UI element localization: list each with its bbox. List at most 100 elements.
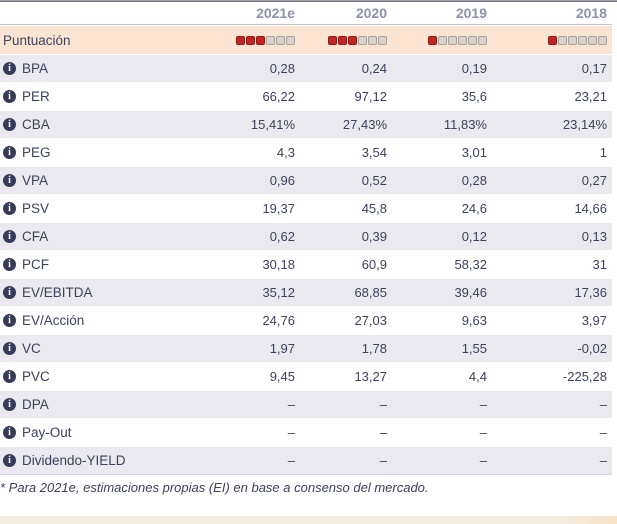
row-value: – xyxy=(379,425,387,440)
rating-square-filled xyxy=(428,35,437,45)
row-value: 31 xyxy=(592,257,607,272)
info-icon[interactable]: i xyxy=(3,454,16,467)
table-row: i PSV 19,37 45,8 24,6 14,66 xyxy=(0,195,612,222)
info-icon[interactable]: i xyxy=(3,62,16,75)
row-label-cell: i Dividendo-YIELD xyxy=(0,453,203,468)
row-value: 35,6 xyxy=(461,89,487,104)
row-value: 4,3 xyxy=(276,145,295,160)
row-value: 0,52 xyxy=(361,173,387,188)
row-label: EV/EBITDA xyxy=(22,285,93,300)
row-label-cell: i PVC xyxy=(0,369,203,384)
rating-square-filled xyxy=(328,35,337,45)
table-row: i DPA – – – – xyxy=(0,391,612,418)
column-header-2019: 2019 xyxy=(455,5,487,21)
row-label-cell: i DPA xyxy=(0,397,203,412)
rating-square-empty xyxy=(368,35,377,45)
row-value: – xyxy=(379,453,387,468)
rating-square-empty xyxy=(266,35,275,45)
info-icon[interactable]: i xyxy=(3,286,16,299)
info-icon[interactable]: i xyxy=(3,398,16,411)
row-label-cell: i PSV xyxy=(0,201,203,216)
row-value: – xyxy=(287,453,295,468)
row-label: PSV xyxy=(22,201,50,216)
column-header-2020: 2020 xyxy=(355,5,387,21)
top-divider xyxy=(0,0,617,2)
row-value: 19,37 xyxy=(262,201,295,216)
row-value: – xyxy=(479,397,487,412)
score-row: Puntuación xyxy=(0,26,612,54)
info-icon[interactable]: i xyxy=(3,230,16,243)
rating-square-filled xyxy=(256,35,265,45)
row-value: 1 xyxy=(599,145,607,160)
rating-square-filled xyxy=(236,35,245,45)
rating-square-empty xyxy=(578,35,587,45)
info-icon[interactable]: i xyxy=(3,314,16,327)
row-label: PEG xyxy=(22,145,51,160)
info-icon[interactable]: i xyxy=(3,426,16,439)
footnote: * Para 2021e, estimaciones propias (EI) … xyxy=(0,480,429,495)
row-value: 3,97 xyxy=(581,313,607,328)
score-label: Puntuación xyxy=(3,32,71,48)
row-value: 68,85 xyxy=(354,285,387,300)
row-label: PCF xyxy=(22,257,49,272)
row-value: 60,9 xyxy=(361,257,387,272)
row-value: 3,01 xyxy=(461,145,487,160)
row-value: 0,13 xyxy=(581,229,607,244)
table-row: i BPA 0,28 0,24 0,19 0,17 xyxy=(0,55,612,82)
info-icon[interactable]: i xyxy=(3,342,16,355)
row-label-cell: i PEG xyxy=(0,145,203,160)
row-value: 0,24 xyxy=(361,61,387,76)
info-icon[interactable]: i xyxy=(3,258,16,271)
info-icon[interactable]: i xyxy=(3,146,16,159)
rating-square-empty xyxy=(558,35,567,45)
table-row: i CFA 0,62 0,39 0,12 0,13 xyxy=(0,223,612,250)
row-label: DPA xyxy=(22,397,49,412)
info-icon[interactable]: i xyxy=(3,202,16,215)
rating-square-filled xyxy=(338,35,347,45)
rating-cell xyxy=(203,35,295,45)
table-row: i Dividendo-YIELD – – – – xyxy=(0,447,612,474)
table-row: i EV/EBITDA 35,12 68,85 39,46 17,36 xyxy=(0,279,612,306)
table-row: i EV/Acción 24,76 27,03 9,63 3,97 xyxy=(0,307,612,334)
row-value: 4,4 xyxy=(468,369,487,384)
row-value: -0,02 xyxy=(577,341,607,356)
row-value: 0,12 xyxy=(461,229,487,244)
row-label-cell: i EV/EBITDA xyxy=(0,285,203,300)
row-label-cell: i EV/Acción xyxy=(0,313,203,328)
column-header-2021e: 2021e xyxy=(256,5,295,21)
row-value: 0,62 xyxy=(269,229,295,244)
row-value: 14,66 xyxy=(574,201,607,216)
row-label: PVC xyxy=(22,369,50,384)
row-value: 45,8 xyxy=(361,201,387,216)
row-label-cell: i VC xyxy=(0,341,203,356)
row-value: – xyxy=(287,425,295,440)
table-body: i BPA 0,28 0,24 0,19 0,17 i PER 66,22 97… xyxy=(0,55,612,474)
info-icon[interactable]: i xyxy=(3,90,16,103)
metrics-table: 2021e 2020 2019 2018 Puntuación i BPA 0,… xyxy=(0,2,612,475)
rating-square-filled xyxy=(548,35,557,45)
row-value: 0,27 xyxy=(581,173,607,188)
row-value: 58,32 xyxy=(454,257,487,272)
row-label: Dividendo-YIELD xyxy=(22,453,126,468)
rating-square-empty xyxy=(276,35,285,45)
table-header: 2021e 2020 2019 2018 xyxy=(0,2,612,25)
info-icon[interactable]: i xyxy=(3,118,16,131)
row-label: VC xyxy=(22,341,41,356)
row-value: – xyxy=(379,397,387,412)
score-label-cell: Puntuación xyxy=(0,33,203,48)
row-value: – xyxy=(479,453,487,468)
rating-square-empty xyxy=(286,35,295,45)
rating-square-empty xyxy=(378,35,387,45)
row-value: 0,28 xyxy=(269,61,295,76)
info-icon[interactable]: i xyxy=(3,370,16,383)
row-label: EV/Acción xyxy=(22,313,85,328)
row-label-cell: i CFA xyxy=(0,229,203,244)
row-value: 30,18 xyxy=(262,257,295,272)
rating-square-empty xyxy=(438,35,447,45)
table-row: i PER 66,22 97,12 35,6 23,21 xyxy=(0,83,612,110)
row-value: 0,96 xyxy=(269,173,295,188)
info-icon[interactable]: i xyxy=(3,174,16,187)
row-value: 15,41% xyxy=(250,117,295,132)
row-value: 13,27 xyxy=(354,369,387,384)
row-value: 9,45 xyxy=(269,369,295,384)
